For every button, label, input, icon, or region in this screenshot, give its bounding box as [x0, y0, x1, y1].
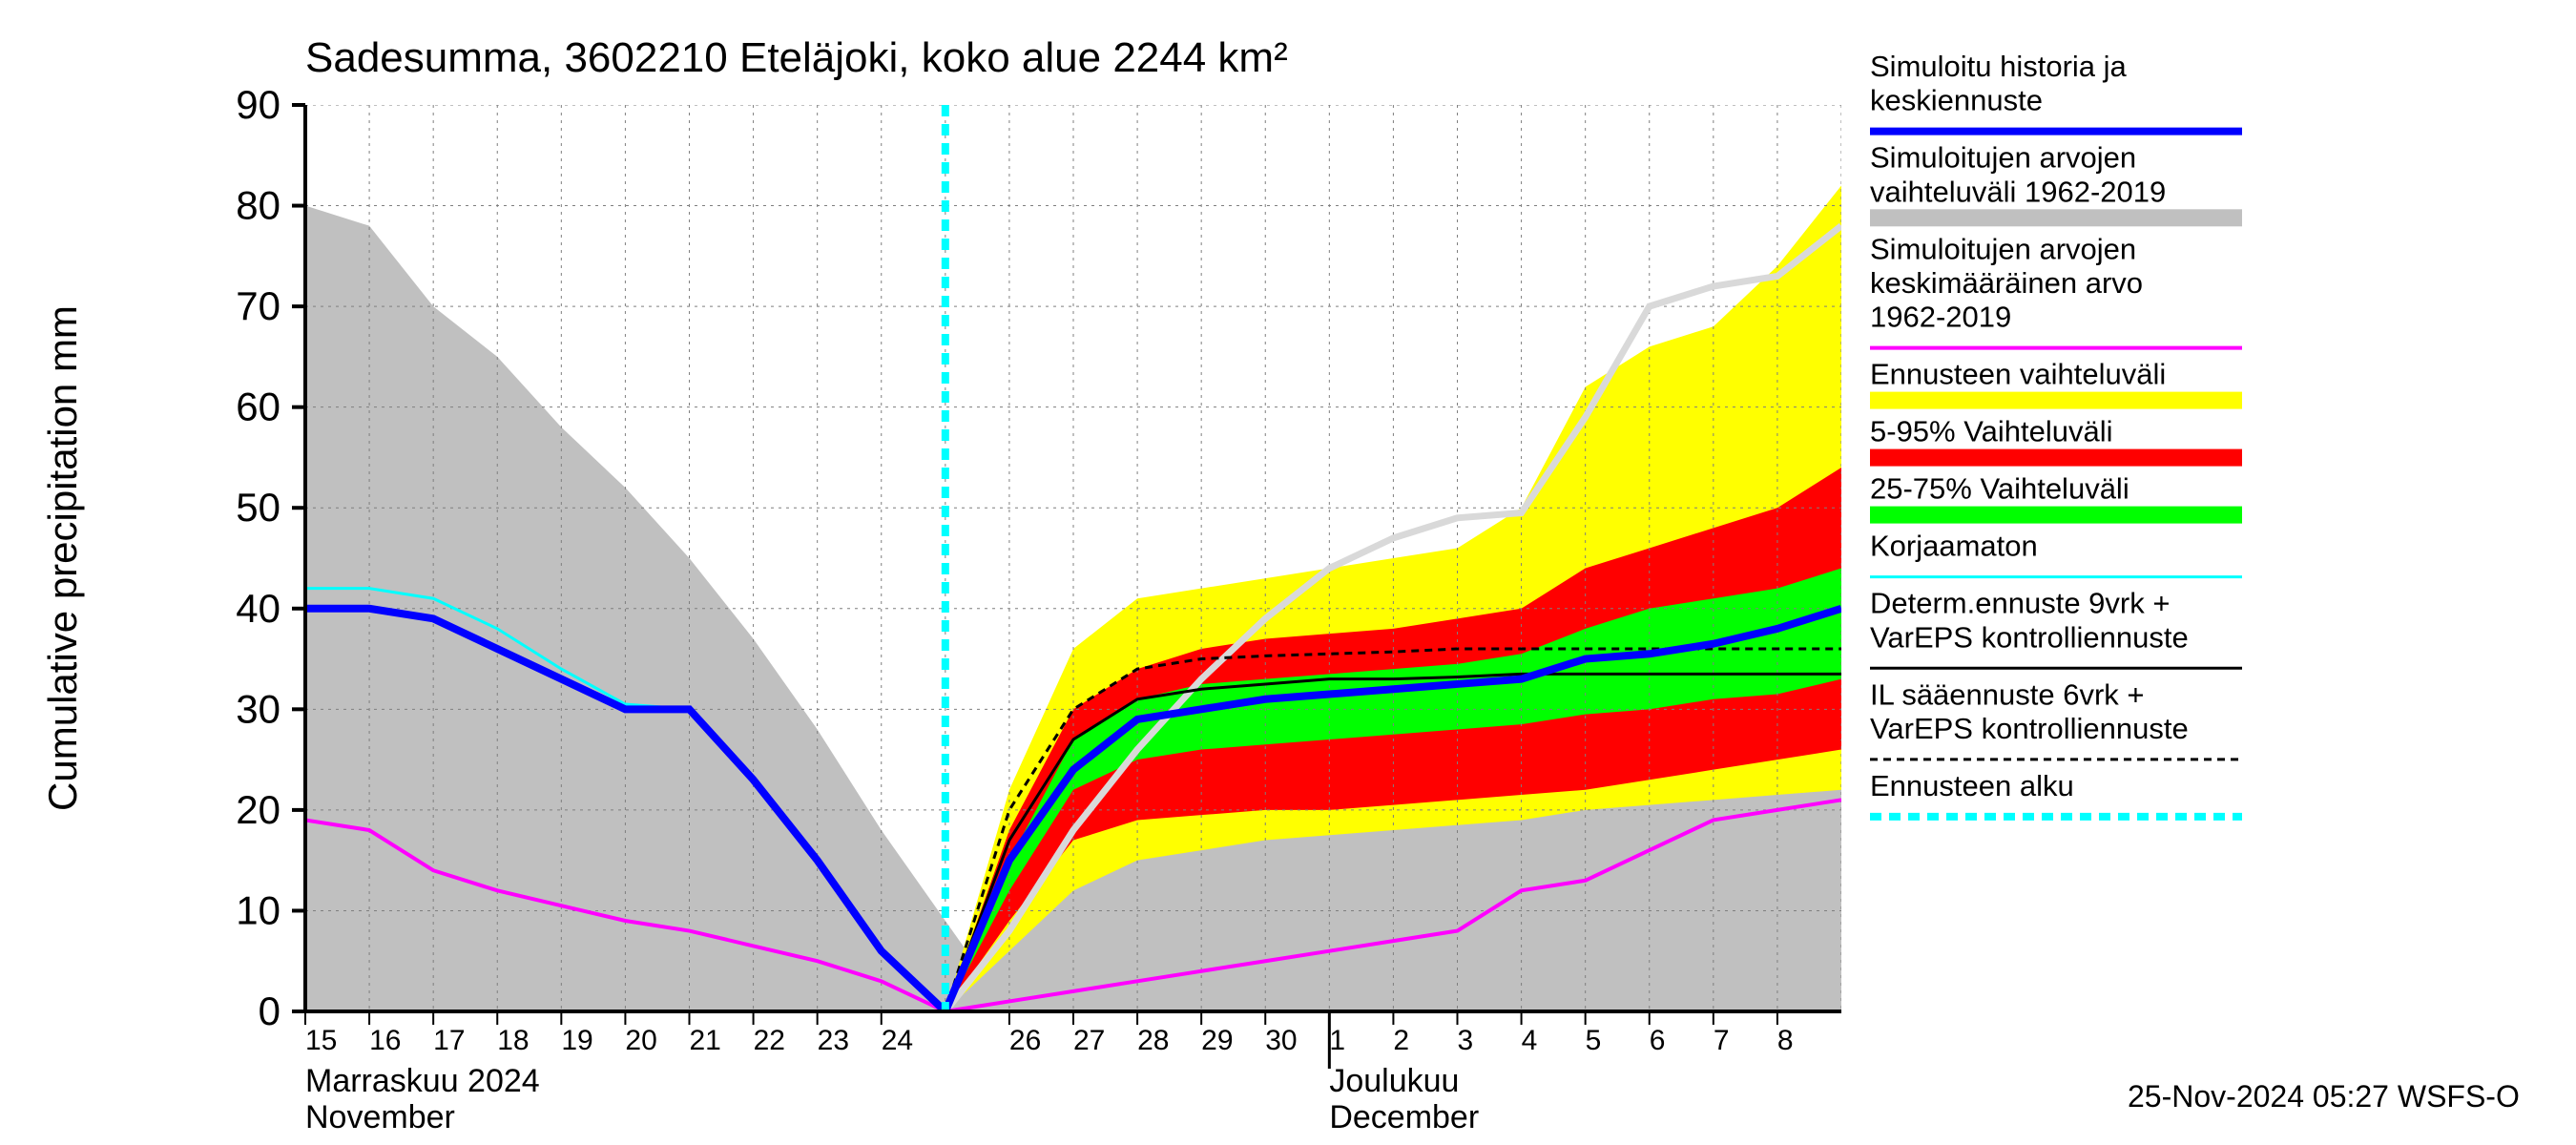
x-tick-label: 21: [690, 1025, 721, 1056]
x-tick-label: 5: [1586, 1025, 1602, 1056]
footer-timestamp: 25-Nov-2024 05:27 WSFS-O: [2128, 1079, 2520, 1114]
precipitation-chart: 0102030405060708090151617181920212223242…: [0, 0, 2576, 1145]
legend-label: Korjaamaton: [1870, 530, 2038, 563]
y-tick-label: 90: [236, 82, 280, 127]
x-tick-label: 20: [625, 1025, 656, 1056]
legend-label: 5-95% Vaihteluväli: [1870, 415, 2112, 448]
legend-label: 1962-2019: [1870, 301, 2011, 334]
y-tick-label: 60: [236, 385, 280, 429]
legend-label: Ennusteen vaihteluväli: [1870, 358, 2166, 391]
x-tick-label: 16: [369, 1025, 401, 1056]
x-tick-label: 27: [1073, 1025, 1105, 1056]
x-tick-label: 19: [561, 1025, 592, 1056]
legend-label: Simuloitujen arvojen: [1870, 141, 2136, 175]
legend-swatch: [1870, 392, 2242, 409]
month-label: November: [305, 1099, 455, 1135]
x-tick-label: 2: [1393, 1025, 1409, 1056]
x-tick-label: 24: [882, 1025, 913, 1056]
x-tick-label: 6: [1650, 1025, 1666, 1056]
y-tick-label: 50: [236, 485, 280, 530]
legend-label: Simuloitujen arvojen: [1870, 232, 2136, 265]
x-tick-label: 26: [1009, 1025, 1041, 1056]
y-tick-label: 10: [236, 887, 280, 932]
legend-label: Simuloitu historia ja: [1870, 50, 2128, 83]
x-tick-label: 8: [1777, 1025, 1794, 1056]
legend-swatch: [1870, 507, 2242, 524]
y-tick-label: 0: [259, 989, 280, 1033]
x-tick-label: 29: [1201, 1025, 1233, 1056]
x-tick-label: 15: [305, 1025, 337, 1056]
month-label: Marraskuu 2024: [305, 1063, 540, 1099]
x-tick-label: 1: [1329, 1025, 1345, 1056]
x-tick-label: 23: [818, 1025, 849, 1056]
x-tick-label: 18: [497, 1025, 529, 1056]
legend-label: VarEPS kontrolliennuste: [1870, 620, 2189, 654]
x-tick-label: 22: [754, 1025, 785, 1056]
legend-swatch: [1870, 449, 2242, 467]
legend-label: 25-75% Vaihteluväli: [1870, 472, 2129, 506]
y-tick-label: 30: [236, 686, 280, 731]
x-tick-label: 28: [1137, 1025, 1169, 1056]
legend-label: keskimääräinen arvo: [1870, 266, 2143, 300]
x-tick-label: 4: [1522, 1025, 1538, 1056]
legend-label: Ennusteen alku: [1870, 769, 2074, 802]
x-tick-label: 7: [1714, 1025, 1730, 1056]
month-label: Joulukuu: [1329, 1063, 1459, 1099]
month-label: December: [1329, 1099, 1479, 1135]
chart-title: Sadesumma, 3602210 Eteläjoki, koko alue …: [305, 34, 1288, 81]
legend-label: vaihteluväli 1962-2019: [1870, 175, 2166, 208]
y-tick-label: 70: [236, 283, 280, 328]
legend-label: Determ.ennuste 9vrk +: [1870, 587, 2170, 620]
y-tick-label: 20: [236, 787, 280, 832]
y-tick-label: 80: [236, 183, 280, 228]
legend-label: IL sääennuste 6vrk +: [1870, 677, 2145, 711]
legend-swatch: [1870, 209, 2242, 226]
y-axis-label: Cumulative precipitation mm: [40, 305, 85, 811]
y-tick-label: 40: [236, 586, 280, 631]
x-tick-label: 17: [433, 1025, 465, 1056]
legend-label: VarEPS kontrolliennuste: [1870, 712, 2189, 745]
legend-label: keskiennuste: [1870, 84, 2043, 117]
x-tick-label: 3: [1458, 1025, 1474, 1056]
x-tick-label: 30: [1265, 1025, 1297, 1056]
